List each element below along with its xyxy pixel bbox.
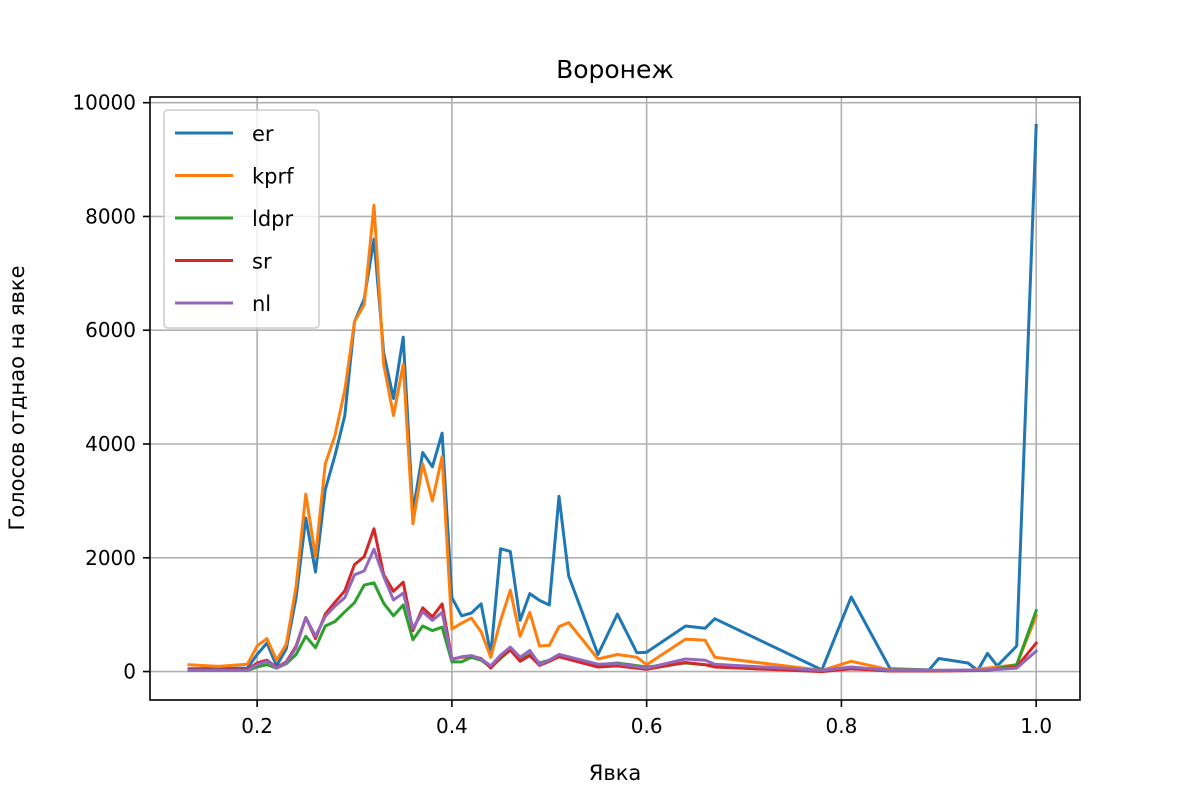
legend-label-ldpr: ldpr (252, 207, 293, 231)
x-tick-label: 0.8 (826, 714, 858, 738)
series-line-nl (187, 547, 1039, 672)
series-layer (187, 123, 1039, 674)
series-line-kprf (187, 203, 1039, 672)
legend-label-nl: nl (252, 292, 271, 316)
legend-label-kprf: kprf (252, 165, 294, 189)
x-tick-label: 0.2 (241, 714, 273, 738)
chart-title: Воронеж (556, 55, 674, 84)
x-tick-label: 0.4 (436, 714, 468, 738)
plot-frame (149, 96, 1081, 701)
y-axis-label: Голосов отднао на явке (5, 266, 29, 531)
y-tick-label: 6000 (85, 318, 136, 342)
legend-box (163, 109, 320, 329)
x-axis-label: Явка (589, 761, 642, 785)
axis-ticks: 0.2 0.4 0.6 0.8 1.0 0 2000 4000 6000 8000 10000 (72, 91, 1052, 738)
legend: er kprf ldpr sr nl (163, 109, 320, 329)
x-tick-label: 1.0 (1020, 714, 1052, 738)
y-tick-label: 8000 (85, 204, 136, 228)
y-tick-label: 10000 (72, 91, 136, 115)
x-tick-label: 0.6 (631, 714, 663, 738)
y-tick-label: 2000 (85, 546, 136, 570)
y-tick-label: 4000 (85, 432, 136, 456)
legend-label-er: er (252, 122, 274, 146)
grid (150, 97, 1080, 700)
legend-label-sr: sr (252, 250, 272, 274)
y-tick-label: 0 (123, 660, 136, 684)
